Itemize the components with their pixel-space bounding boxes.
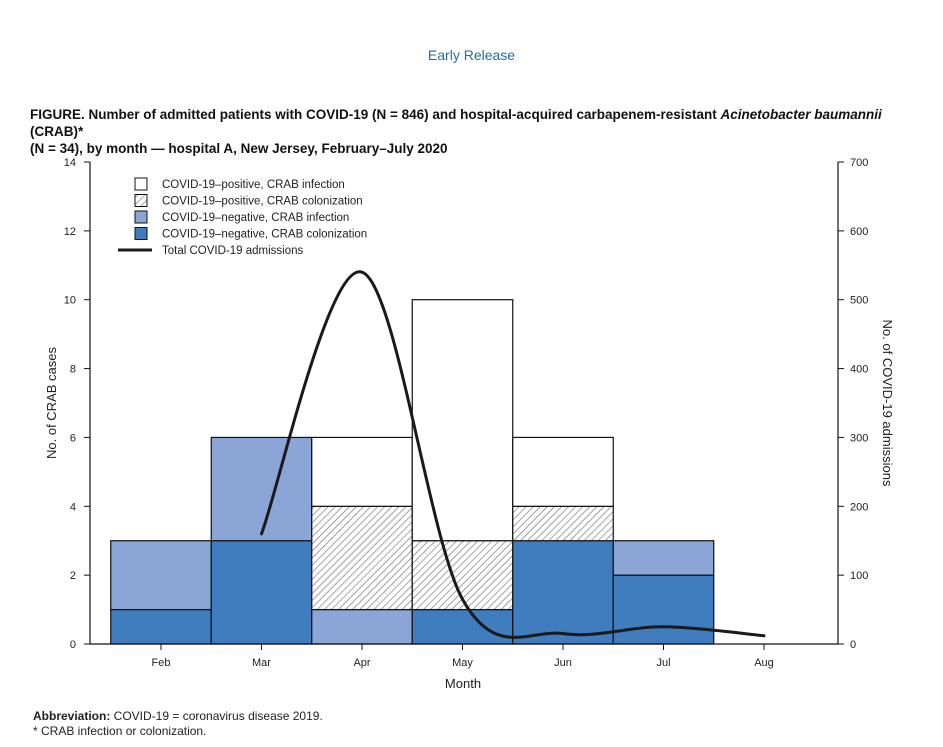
x-tick-label-may: May	[452, 657, 473, 669]
x-tick-label-feb: Feb	[152, 657, 171, 669]
x-tick-label-aug: Aug	[754, 657, 774, 669]
x-tick-label-mar: Mar	[252, 657, 271, 669]
legend-label-4: Total COVID-19 admissions	[162, 245, 303, 257]
y2-tick-label: 300	[850, 432, 868, 444]
y-tick-label: 2	[70, 570, 76, 582]
legend-label-1: COVID-19–positive, CRAB colonization	[162, 196, 363, 208]
y2-axis-label: No. of COVID-19 admissions	[880, 320, 895, 487]
y-tick-label: 4	[70, 501, 76, 513]
y2-tick-label: 400	[850, 364, 868, 376]
legend-label-2: COVID-19–negative, CRAB infection	[162, 212, 349, 224]
legend-swatch-1	[134, 194, 148, 207]
legend-label-0: COVID-19–positive, CRAB infection	[162, 179, 345, 191]
bar-jun-series-2	[512, 505, 614, 542]
figure-title-italic: Acinetobacter baumannii	[720, 107, 882, 122]
legend-swatch-2	[134, 210, 148, 224]
y-tick-label: 8	[70, 364, 76, 376]
abbreviation-note: Abbreviation: COVID-19 = coronavirus dis…	[33, 709, 323, 723]
y2-tick-label: 600	[850, 226, 868, 238]
bar-jul-series-1	[612, 540, 715, 576]
y-axis-label: No. of CRAB cases	[44, 347, 59, 459]
figure-title: FIGURE. Number of admitted patients with…	[30, 106, 925, 157]
y2-tick-label: 0	[850, 639, 856, 651]
y2-tick-label: 700	[850, 157, 868, 169]
bar-apr-series-1	[311, 608, 413, 645]
bar-feb-series-0	[110, 608, 212, 645]
y-tick-label: 0	[70, 639, 76, 651]
axes-group: 0 2 4 6 8 10 12 14 0 100 200 300 400 500 600 700 Feb Mar A…	[64, 157, 869, 669]
x-axis-label: Month	[445, 676, 481, 691]
bar-jun-series-3	[512, 436, 614, 507]
bar-feb-series-1	[110, 540, 212, 611]
y2-tick-label: 500	[850, 295, 868, 307]
bar-may-series-3	[411, 299, 514, 542]
legend-swatch-0	[134, 177, 148, 191]
asterisk-note: * CRAB infection or colonization.	[33, 724, 207, 738]
bar-group	[110, 299, 715, 645]
y-tick-label: 6	[70, 432, 76, 444]
y2-tick-label: 100	[850, 570, 868, 582]
abbreviation-label: Abbreviation:	[33, 709, 111, 723]
legend-label-3: COVID-19–negative, CRAB colonization	[162, 229, 367, 241]
x-tick-label-apr: Apr	[353, 657, 370, 669]
bar-apr-series-3	[311, 436, 413, 507]
y2-tick-label: 200	[850, 501, 868, 513]
y-tick-label: 12	[64, 226, 76, 238]
x-tick-label-jun: Jun	[554, 657, 572, 669]
bar-mar-series-0	[210, 540, 313, 645]
figure-title-part1: FIGURE. Number of admitted patients with…	[30, 107, 721, 122]
admissions-line-group	[260, 270, 766, 639]
legend: COVID-19–positive, CRAB infection COVID-1…	[118, 177, 367, 257]
abbreviation-text: COVID-19 = coronavirus disease 2019.	[110, 709, 323, 723]
y-tick-label: 14	[64, 157, 76, 169]
admissions-line	[260, 270, 766, 639]
legend-swatch-3	[134, 227, 148, 240]
bar-may-series-0	[411, 608, 514, 645]
early-release-label: Early Release	[427, 47, 516, 63]
figure-title-line2: (N = 34), by month — hospital A, New Jer…	[30, 141, 448, 156]
bar-apr-series-2	[311, 505, 413, 611]
bar-jul-series-0	[612, 574, 715, 645]
bar-jun-series-0	[512, 540, 614, 645]
figure-title-part2: (CRAB)*	[30, 124, 84, 139]
y-tick-label: 10	[64, 295, 76, 307]
bar-mar-series-1	[210, 436, 313, 542]
x-tick-label-jul: Jul	[656, 657, 670, 669]
